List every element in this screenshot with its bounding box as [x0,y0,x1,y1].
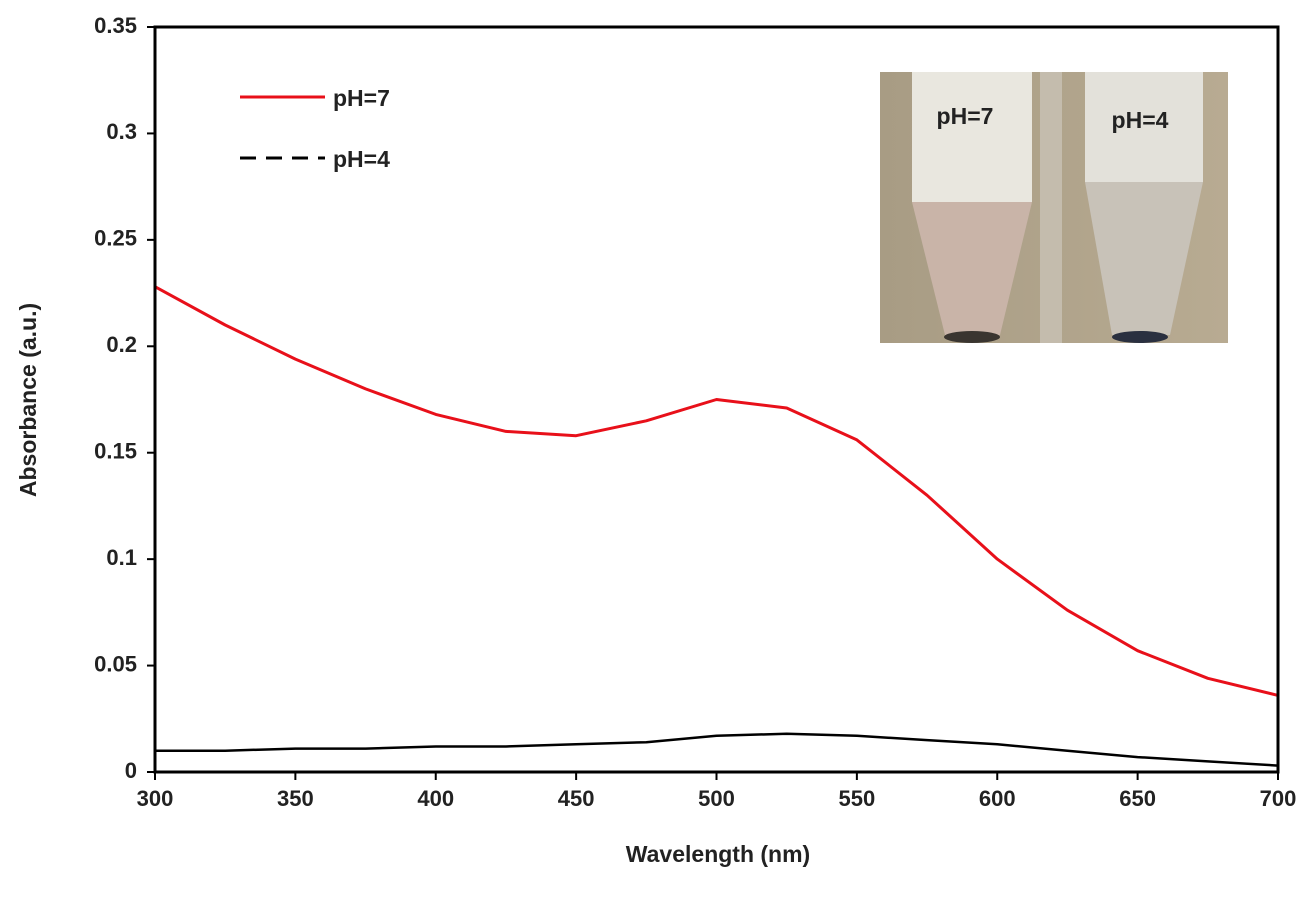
x-tick-label: 500 [698,786,735,811]
legend-label: pH=4 [333,146,390,172]
y-tick-label: 0.25 [94,226,137,251]
x-axis-label: Wavelength (nm) [626,841,810,867]
legend-label: pH=7 [333,85,390,111]
series-line [154,285,1279,697]
plot-frame [153,25,1280,774]
x-tick-label: 450 [558,786,595,811]
inset-label: pH=7 [937,103,994,129]
y-tick-label: 0.15 [94,439,137,464]
y-tick-label: 0.3 [106,119,137,144]
y-tick-label: 0.35 [94,13,137,38]
x-tick-label: 300 [137,786,174,811]
y-tick-label: 0.2 [106,332,137,357]
x-tick-label: 650 [1119,786,1156,811]
y-tick-label: 0.1 [106,545,137,570]
x-tick-label: 600 [979,786,1016,811]
inset-label: pH=4 [1112,107,1169,133]
y-tick-label: 0.05 [94,651,137,676]
x-tick-label: 700 [1260,786,1297,811]
x-tick-label: 350 [277,786,314,811]
x-tick-label: 400 [417,786,454,811]
x-tick-label: 550 [839,786,876,811]
y-tick-label: 0 [125,758,137,783]
y-axis-label: Absorbance (a.u.) [15,303,41,497]
series-line [155,732,1279,767]
inset-photo: pH=7 pH=4 [880,72,1228,343]
